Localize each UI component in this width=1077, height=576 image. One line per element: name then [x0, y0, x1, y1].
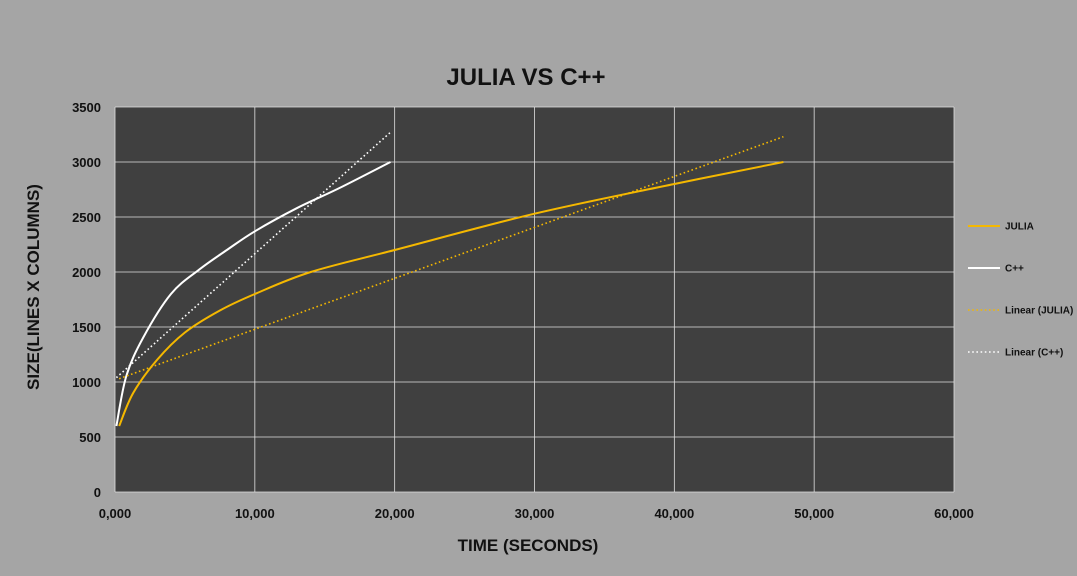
legend-label-cplusplus: C++ [1005, 264, 1024, 275]
vertical-gridlines [114, 107, 955, 492]
horizontal-gridlines [115, 106, 954, 493]
x-tick-labels: 0,000 10,000 20,000 30,000 40,000 50,000 60,00… [99, 506, 974, 521]
y-tick-label: 3500 [72, 100, 101, 115]
x-tick-label: 10,000 [235, 506, 275, 521]
y-tick-label: 2500 [72, 210, 101, 225]
legend-label-linear-julia: Linear (JULIA) [1005, 306, 1073, 317]
y-tick-label: 3000 [72, 155, 101, 170]
series-line-linear-cplusplus [115, 131, 392, 379]
y-tick-labels: 0 500 1000 1500 2000 2500 3000 3500 [72, 100, 101, 500]
y-tick-label: 0 [94, 485, 101, 500]
legend: JULIA C++ Linear (JULIA) Linear (C++) [968, 222, 1073, 359]
legend-label-julia: JULIA [1005, 222, 1034, 233]
y-tick-label: 2000 [72, 265, 101, 280]
series-line-linear-julia [118, 135, 784, 380]
x-axis-title: TIME (SECONDS) [458, 536, 599, 555]
y-axis-title: SIZE(LINES X COLUMNS) [24, 184, 43, 390]
x-tick-label: 60,000 [934, 506, 974, 521]
x-tick-label: 40,000 [654, 506, 694, 521]
x-tick-label: 50,000 [794, 506, 834, 521]
y-tick-label: 500 [79, 430, 101, 445]
x-tick-label: 0,000 [99, 506, 132, 521]
y-tick-label: 1000 [72, 375, 101, 390]
x-tick-label: 30,000 [515, 506, 555, 521]
legend-label-linear-cplusplus: Linear (C++) [1005, 348, 1063, 359]
chart-title: JULIA VS C++ [446, 64, 605, 91]
series-layer [115, 131, 784, 427]
y-tick-label: 1500 [72, 320, 101, 335]
series-line-julia [118, 161, 784, 427]
x-tick-label: 20,000 [375, 506, 415, 521]
